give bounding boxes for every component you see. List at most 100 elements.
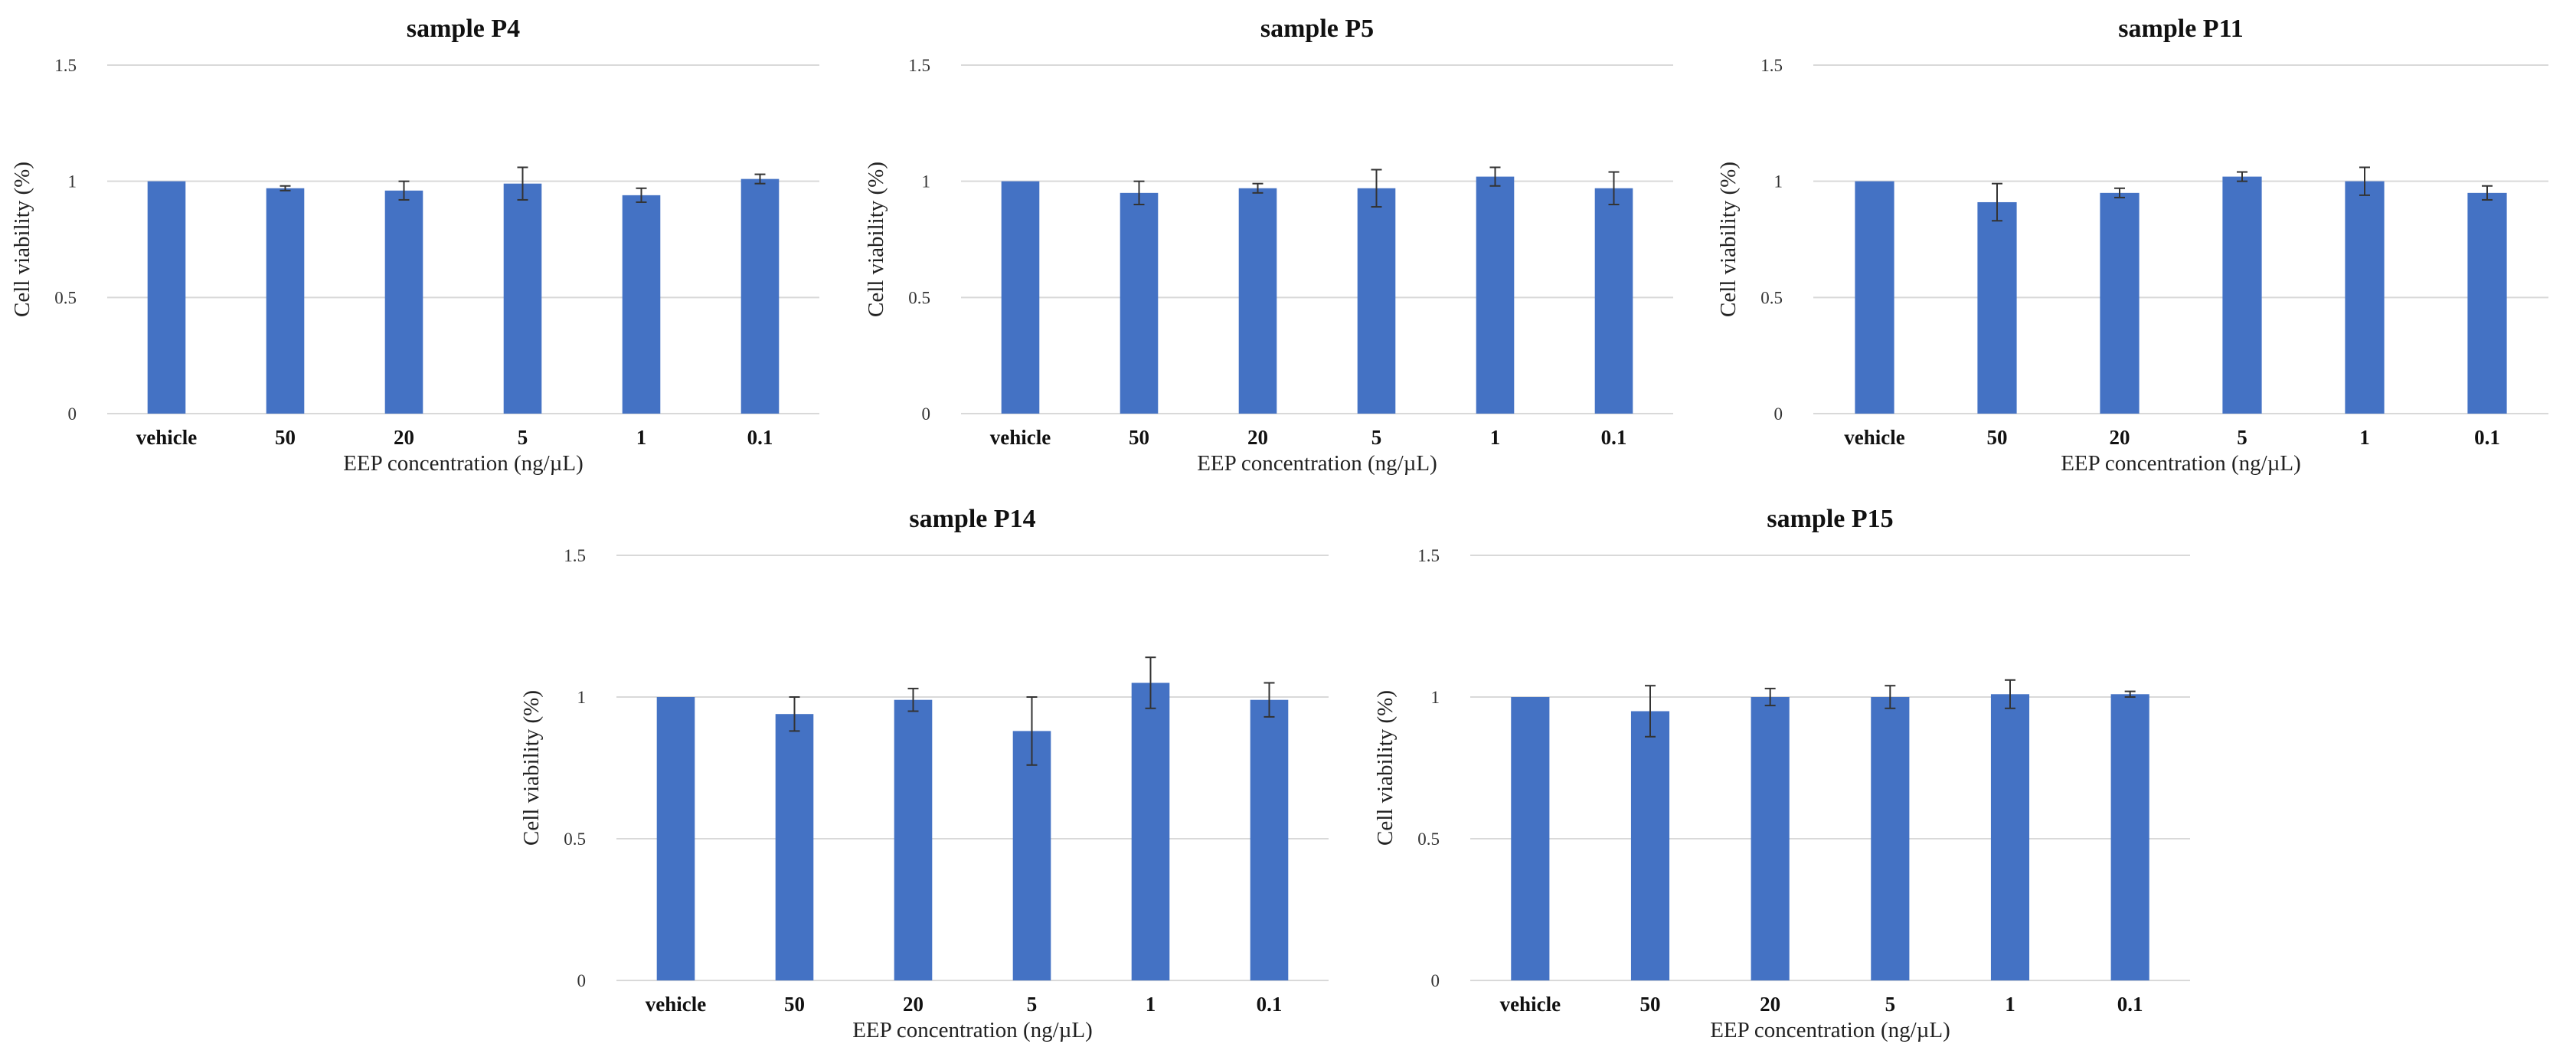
x-tick-label: 1 <box>2359 426 2370 449</box>
chart-title: sample P5 <box>1260 15 1374 43</box>
y-axis-label: Cell viability (%) <box>1373 690 1398 846</box>
chart-panel-p15: sample P15 0 0.5 1 1.5 vehicle 50 20 5 1 0.1 EEP co… <box>1363 490 2213 1042</box>
y-tick-label: 0.5 <box>54 288 77 307</box>
error-bar <box>2124 690 2136 698</box>
y-axis-label: Cell viability (%) <box>864 162 888 317</box>
bar <box>1990 694 2030 980</box>
error-bar <box>2114 187 2125 198</box>
x-tick-label: 0.1 <box>747 426 773 449</box>
x-axis-label: EEP concentration (ng/µL) <box>343 451 584 476</box>
error-bar <box>2482 185 2493 201</box>
x-tick-label: 0.1 <box>1257 993 1283 1016</box>
y-tick-label: 1.5 <box>1760 56 1783 75</box>
bar <box>1630 711 1670 980</box>
error-bar <box>1371 169 1382 208</box>
chart-svg: sample P14 0 0.5 1 1.5 vehicle 50 20 5 1 0.1 EEP co… <box>519 505 1329 1042</box>
x-tick-label: 5 <box>1371 426 1382 449</box>
bar <box>147 181 186 414</box>
error-bar <box>1885 685 1896 709</box>
x-axis-label: EEP concentration (ng/µL) <box>852 1018 1093 1042</box>
error-bar <box>1608 171 1620 205</box>
x-tick-label: 0.1 <box>2117 993 2143 1016</box>
x-axis-label: EEP concentration (ng/µL) <box>1197 451 1437 476</box>
x-tick-label: vehicle <box>1500 993 1561 1016</box>
y-tick-label: 1 <box>577 688 587 707</box>
error-bar <box>754 173 766 185</box>
y-axis-label: Cell viability (%) <box>519 690 544 846</box>
x-tick-label: 20 <box>1247 426 1268 449</box>
y-tick-label: 1.5 <box>908 56 930 75</box>
bar <box>1120 192 1159 414</box>
error-bar <box>1764 687 1776 707</box>
error-bar <box>1145 656 1156 709</box>
bar <box>2100 192 2140 414</box>
bar <box>1751 697 1790 980</box>
bar <box>1511 697 1550 980</box>
x-tick-label: 5 <box>2237 426 2247 449</box>
bar <box>503 183 542 414</box>
x-tick-label: 50 <box>275 426 296 449</box>
bar <box>656 697 695 980</box>
error-bar <box>517 166 528 201</box>
x-tick-label: 1 <box>2005 993 2015 1016</box>
y-tick-label: 0 <box>1774 404 1783 424</box>
error-bar <box>1026 696 1038 766</box>
error-bar <box>789 696 800 732</box>
bar <box>775 714 814 980</box>
x-tick-label: 0.1 <box>1601 426 1627 449</box>
x-tick-label: 20 <box>1760 993 1780 1016</box>
x-tick-label: 5 <box>1027 993 1038 1016</box>
x-tick-label: 0.1 <box>2474 426 2500 449</box>
chart-panel-p4: sample P4 0 0.5 1 1.5 vehicle 50 20 5 1 0.1 EEP con… <box>0 0 842 476</box>
bar <box>2467 192 2507 414</box>
error-bar <box>1263 682 1275 718</box>
error-bar <box>280 185 291 191</box>
error-bar <box>1645 685 1656 738</box>
y-axis-label: Cell viability (%) <box>10 162 34 317</box>
y-tick-label: 0 <box>68 404 77 424</box>
bar <box>1357 188 1396 414</box>
x-tick-label: 5 <box>1885 993 1896 1016</box>
y-tick-label: 1 <box>68 172 77 191</box>
bar <box>1594 188 1633 414</box>
chart-title: sample P15 <box>1767 505 1893 533</box>
chart-panel-p5: sample P5 0 0.5 1 1.5 vehicle 50 20 5 1 0.1 EEP con… <box>854 0 1696 476</box>
error-bar <box>1133 180 1145 205</box>
chart-title: sample P4 <box>407 15 520 43</box>
y-tick-label: 1.5 <box>1417 546 1440 565</box>
bar <box>2345 181 2385 414</box>
bar <box>384 190 423 414</box>
x-axis-label: EEP concentration (ng/µL) <box>2061 451 2301 476</box>
chart-panel-p14: sample P14 0 0.5 1 1.5 vehicle 50 20 5 1 0.1 EEP co… <box>509 490 1352 1042</box>
error-bar <box>636 187 647 203</box>
chart-svg: sample P15 0 0.5 1 1.5 vehicle 50 20 5 1 0.1 EEP co… <box>1373 505 2190 1042</box>
error-bar <box>2359 166 2370 196</box>
x-tick-label: vehicle <box>136 426 197 449</box>
x-tick-label: vehicle <box>646 993 706 1016</box>
bar <box>894 699 933 980</box>
x-tick-label: 20 <box>903 993 924 1016</box>
chart-svg: sample P4 0 0.5 1 1.5 vehicle 50 20 5 1 0.1 EEP con… <box>10 15 819 476</box>
bar <box>1012 731 1051 980</box>
y-tick-label: 0.5 <box>1417 830 1440 849</box>
x-tick-label: vehicle <box>990 426 1051 449</box>
bar <box>2222 176 2262 414</box>
error-bar <box>2005 679 2015 709</box>
x-tick-label: 50 <box>1640 993 1661 1016</box>
chart-svg: sample P11 0 0.5 1 1.5 vehicle 50 20 5 1 0.1 EEP co… <box>1716 15 2548 476</box>
y-tick-label: 1 <box>1431 688 1440 707</box>
x-tick-label: 20 <box>2110 426 2130 449</box>
bar <box>266 188 305 414</box>
error-bar <box>1489 166 1501 187</box>
error-bar <box>398 180 410 201</box>
chart-title: sample P14 <box>909 505 1035 533</box>
bar <box>1131 682 1170 980</box>
bar <box>1855 181 1894 414</box>
x-tick-label: 5 <box>518 426 528 449</box>
bar <box>740 178 780 414</box>
y-tick-label: 0.5 <box>564 830 586 849</box>
y-tick-label: 0.5 <box>908 288 930 307</box>
x-tick-label: vehicle <box>1844 426 1904 449</box>
error-bar <box>1252 182 1263 194</box>
